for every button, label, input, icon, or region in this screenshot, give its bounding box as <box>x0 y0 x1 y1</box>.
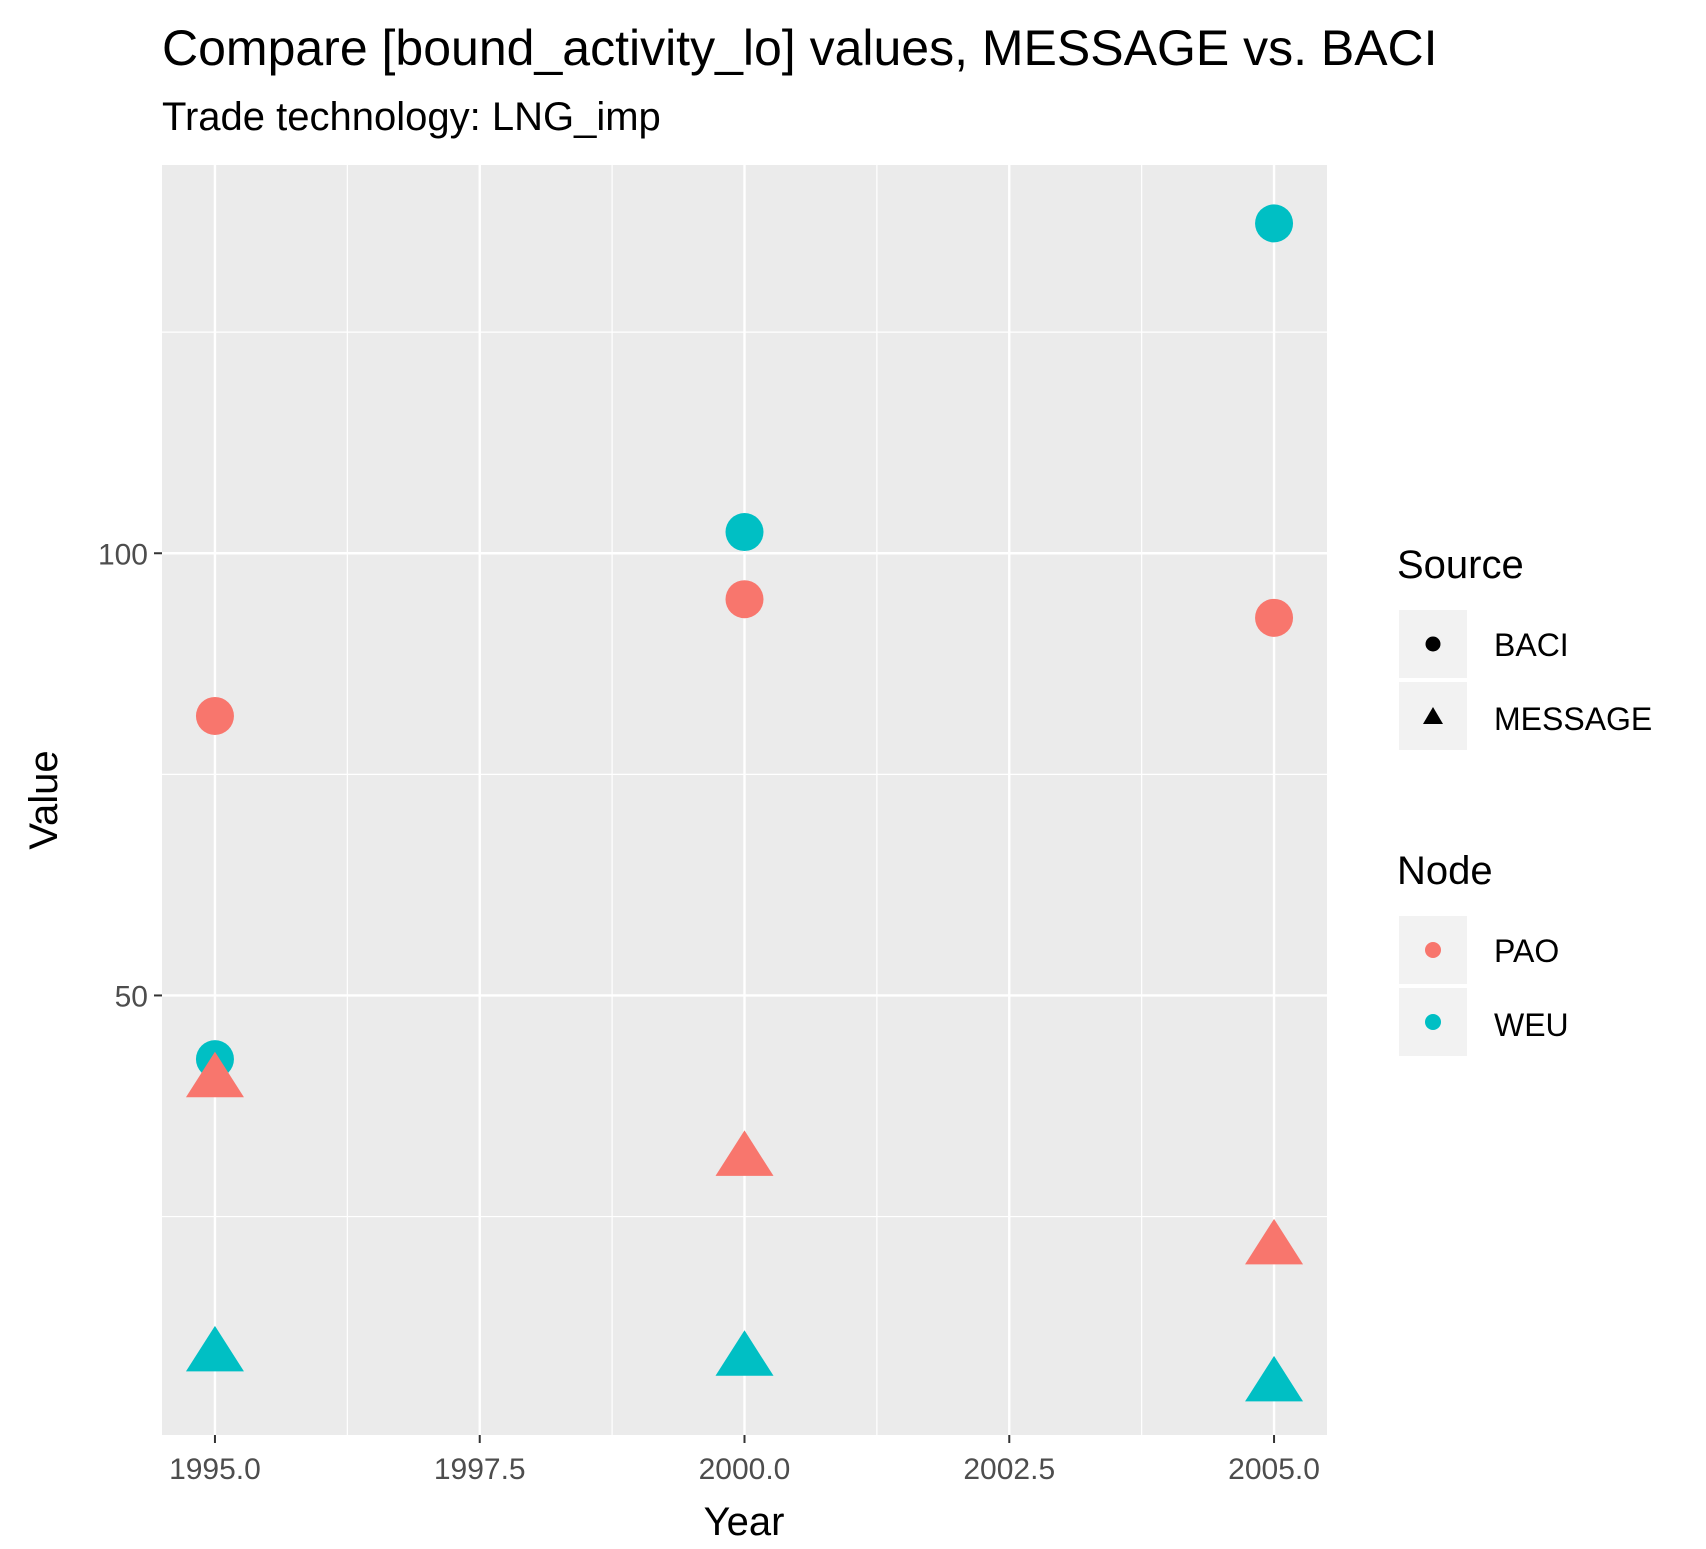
axes: 1995.0 1997.5 2000.0 2002.5 2005.0 50 100 <box>98 538 1320 1486</box>
data-points <box>185 204 1304 1402</box>
data-point-pao-baci <box>725 580 764 619</box>
legend-label-message: MESSAGE <box>1494 701 1652 737</box>
x-tick-label: 2005.0 <box>1228 1453 1320 1486</box>
data-point-weu-message <box>715 1330 774 1376</box>
chart-title: Compare [bound_activity_lo] values, MESS… <box>162 20 1438 76</box>
data-point-pao-baci <box>1255 598 1294 637</box>
x-tick-label: 1997.5 <box>434 1453 526 1486</box>
legend-key-triangle <box>1423 707 1443 724</box>
legend-key-weu <box>1425 1014 1441 1030</box>
legend-node: Node PAO WEU <box>1397 849 1569 1056</box>
legend-source: Source BACI MESSAGE <box>1397 543 1652 750</box>
data-point-pao-message <box>715 1130 774 1176</box>
legend-key-pao <box>1425 942 1441 958</box>
data-point-pao-message <box>1245 1218 1304 1265</box>
data-point-weu-message <box>1245 1355 1304 1402</box>
data-point-weu-message <box>185 1325 244 1372</box>
data-point-pao-baci <box>195 696 234 735</box>
y-axis-title: Value <box>22 750 66 849</box>
x-tick-label: 1995.0 <box>169 1453 261 1486</box>
legend-label-baci: BACI <box>1494 627 1569 663</box>
x-tick-label: 2002.5 <box>963 1453 1055 1486</box>
x-axis-title: Year <box>704 1500 785 1544</box>
chart-subtitle: Trade technology: LNG_imp <box>162 95 661 139</box>
y-tick-label: 50 <box>115 980 148 1013</box>
y-tick-label: 100 <box>98 538 148 571</box>
legend-key-circle <box>1425 636 1441 652</box>
legend-label-pao: PAO <box>1494 933 1559 969</box>
data-point-weu-baci <box>725 513 764 552</box>
data-point-weu-baci <box>1255 204 1294 243</box>
legend-label-weu: WEU <box>1494 1007 1569 1043</box>
x-tick-label: 2000.0 <box>699 1453 791 1486</box>
legend-node-title: Node <box>1397 849 1493 893</box>
data-point-pao-message <box>185 1051 244 1098</box>
legend-source-title: Source <box>1397 543 1524 587</box>
